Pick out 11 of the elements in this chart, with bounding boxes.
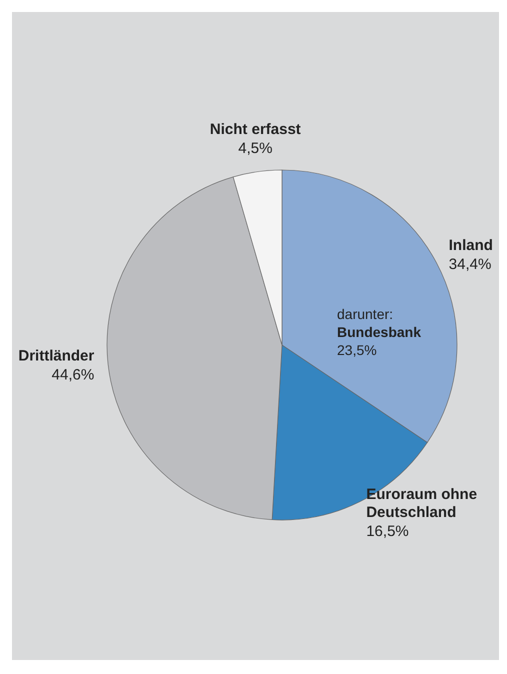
slice-label: Nicht erfasst xyxy=(210,120,301,138)
text: 23,5% xyxy=(337,342,377,358)
data-label: 34,4% xyxy=(448,256,492,274)
text: darunter: xyxy=(337,306,394,322)
data-label: 4,5% xyxy=(238,140,272,157)
slice-label: Inland xyxy=(448,237,493,254)
text: Bundesbank xyxy=(337,324,422,340)
data-label: 44,6% xyxy=(52,366,94,384)
data-label: 16,5% xyxy=(366,523,409,540)
slice-label: Drittländer xyxy=(18,347,94,364)
slice-label: Euroraum ohne Deutschland xyxy=(366,486,478,522)
